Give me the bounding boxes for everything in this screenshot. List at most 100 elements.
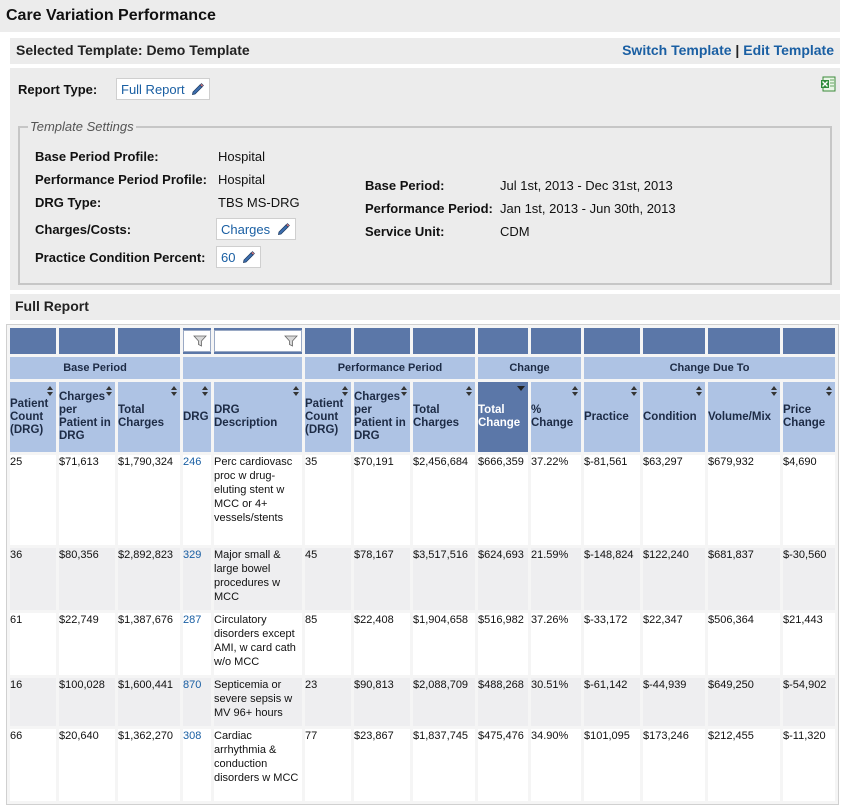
table-toolbar-row [10, 328, 835, 354]
cell-drg-link[interactable]: 870 [183, 678, 211, 726]
group-header-change: Change [478, 357, 581, 379]
cell-percent-change: 37.26% [531, 613, 581, 675]
cell-base-total-charges: $1,387,676 [118, 613, 180, 675]
sort-icon[interactable] [696, 386, 702, 396]
col-header-total-change[interactable]: Total Change [478, 382, 528, 452]
col-header-perf-patient-count[interactable]: Patient Count (DRG) [305, 382, 351, 452]
drg-filter-cell [183, 328, 211, 354]
pencil-icon[interactable] [191, 82, 205, 96]
template-settings-legend: Template Settings [30, 119, 134, 134]
section-title: Full Report [10, 294, 840, 320]
toolbar-cell [10, 328, 56, 354]
excel-export-icon[interactable] [820, 76, 836, 92]
service-unit-label: Service Unit: [365, 224, 445, 239]
col-header-drg-description[interactable]: DRG Description [214, 382, 302, 452]
cell-practice: $-81,561 [584, 455, 640, 545]
col-header-base-charges-per-patient[interactable]: Charges per Patient in DRG [59, 382, 115, 452]
filter-icon[interactable] [193, 334, 207, 348]
col-header-percent-change[interactable]: % Change [531, 382, 581, 452]
description-filter-cell [214, 328, 302, 354]
cell-condition: $122,240 [643, 548, 705, 610]
cell-total-change: $475,476 [478, 729, 528, 801]
cell-base-charges-per-patient: $80,356 [59, 548, 115, 610]
performance-period-label: Performance Period: [365, 201, 493, 216]
cell-condition: $173,246 [643, 729, 705, 801]
cell-total-change: $624,693 [478, 548, 528, 610]
col-header-price-change[interactable]: Price Change [783, 382, 835, 452]
sort-icon[interactable] [47, 386, 53, 396]
template-bar: Selected Template: Demo Template Switch … [10, 38, 840, 64]
pencil-icon[interactable] [277, 222, 291, 236]
col-header-practice[interactable]: Practice [584, 382, 640, 452]
sort-icon[interactable] [771, 386, 777, 396]
cell-base-patient-count: 16 [10, 678, 56, 726]
sort-icon[interactable] [401, 386, 407, 396]
cell-drg-link[interactable]: 329 [183, 548, 211, 610]
cell-volume-mix: $681,837 [708, 548, 780, 610]
cell-drg-link[interactable]: 287 [183, 613, 211, 675]
cell-condition: $22,347 [643, 613, 705, 675]
report-type-value: Full Report [121, 82, 185, 97]
cell-perf-charges-per-patient: $90,813 [354, 678, 410, 726]
pencil-icon[interactable] [242, 250, 256, 264]
report-type-selector[interactable]: Full Report [116, 78, 211, 100]
drg-type-label: DRG Type: [35, 195, 102, 210]
sort-icon[interactable] [342, 386, 348, 396]
cell-drg-description: Perc cardiovasc proc w drug-eluting sten… [214, 455, 302, 545]
cell-base-patient-count: 66 [10, 729, 56, 801]
report-table: Base Period Performance Period Change Ch… [6, 324, 839, 805]
charges-costs-selector[interactable]: Charges [216, 218, 296, 240]
selected-template-label: Selected Template: Demo Template [16, 42, 250, 58]
col-header-perf-total-charges[interactable]: Total Charges [413, 382, 475, 452]
sort-icon[interactable] [106, 386, 112, 396]
sort-icon[interactable] [293, 386, 299, 396]
toolbar-cell [118, 328, 180, 354]
cell-price-change: $4,690 [783, 455, 835, 545]
cell-drg-description: Cardiac arrhythmia & conduction disorder… [214, 729, 302, 801]
cell-percent-change: 34.90% [531, 729, 581, 801]
sort-icon[interactable] [466, 386, 472, 396]
cell-base-total-charges: $1,790,324 [118, 455, 180, 545]
toolbar-cell [531, 328, 581, 354]
cell-percent-change: 21.59% [531, 548, 581, 610]
cell-perf-patient-count: 35 [305, 455, 351, 545]
switch-template-link[interactable]: Switch Template [622, 42, 732, 58]
toolbar-cell [708, 328, 780, 354]
performance-period-value: Jan 1st, 2013 - Jun 30th, 2013 [500, 201, 676, 216]
edit-template-link[interactable]: Edit Template [743, 42, 834, 58]
col-header-volume-mix[interactable]: Volume/Mix [708, 382, 780, 452]
page-title: Care Variation Performance [0, 0, 840, 32]
col-header-perf-charges-per-patient[interactable]: Charges per Patient in DRG [354, 382, 410, 452]
report-type-label: Report Type: [18, 82, 98, 97]
sort-icon[interactable] [171, 386, 177, 396]
practice-condition-percent-selector[interactable]: 60 [216, 246, 262, 268]
description-filter[interactable] [214, 330, 302, 352]
base-period-label: Base Period: [365, 178, 445, 193]
cell-price-change: $-30,560 [783, 548, 835, 610]
drg-type-value: TBS MS-DRG [218, 195, 300, 210]
base-period-profile-label: Base Period Profile: [35, 149, 159, 164]
sort-desc-icon[interactable] [517, 386, 525, 391]
cell-base-patient-count: 61 [10, 613, 56, 675]
col-header-condition[interactable]: Condition [643, 382, 705, 452]
cell-perf-patient-count: 85 [305, 613, 351, 675]
col-header-drg[interactable]: DRG [183, 382, 211, 452]
table-row: 61 $22,749 $1,387,676 287 Circulatory di… [10, 613, 835, 675]
cell-perf-total-charges: $2,088,709 [413, 678, 475, 726]
sort-icon[interactable] [826, 386, 832, 396]
service-unit-value: CDM [500, 224, 530, 239]
col-header-base-patient-count[interactable]: Patient Count (DRG) [10, 382, 56, 452]
col-header-base-total-charges[interactable]: Total Charges [118, 382, 180, 452]
cell-perf-charges-per-patient: $23,867 [354, 729, 410, 801]
filter-icon[interactable] [284, 334, 298, 348]
table-row: 25 $71,613 $1,790,324 246 Perc cardiovas… [10, 455, 835, 545]
cell-drg-description: Major small & large bowel procedures w M… [214, 548, 302, 610]
sort-icon[interactable] [631, 386, 637, 396]
cell-drg-link[interactable]: 308 [183, 729, 211, 801]
drg-filter[interactable] [183, 330, 211, 352]
cell-drg-link[interactable]: 246 [183, 455, 211, 545]
sort-icon[interactable] [572, 386, 578, 396]
group-header-change-due: Change Due To [584, 357, 835, 379]
toolbar-cell [354, 328, 410, 354]
sort-icon[interactable] [202, 386, 208, 396]
